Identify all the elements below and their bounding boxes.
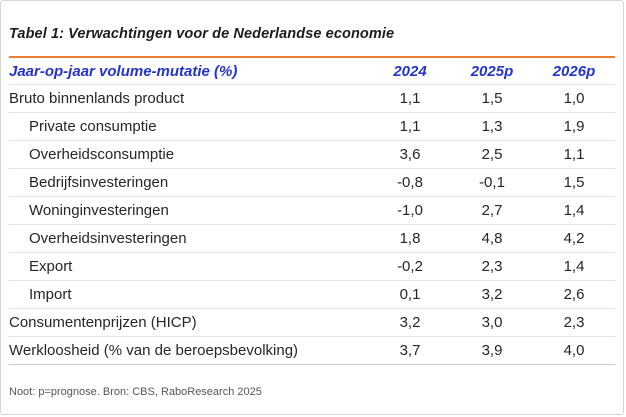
row-label: Private consumptie [29,118,157,135]
header-col-2024: 2024 [393,62,427,80]
row-value: 4,2 [563,230,585,247]
table-row: Import 0,1 3,2 2,6 [9,281,615,309]
row-value: 1,4 [563,258,585,275]
row-label: Bruto binnenlands product [9,90,185,107]
forecast-table: Jaar-op-jaar volume-mutatie (%) 2024 202… [9,56,615,365]
row-value: 1,5 [481,90,503,107]
table-row: Overheidsconsumptie 3,6 2,5 1,1 [9,141,615,169]
row-value: 2,7 [481,202,503,219]
row-label: Bedrijfsinvesteringen [29,174,169,191]
row-value: -1,0 [397,202,423,219]
row-label: Consumentenprijzen (HICP) [9,314,197,331]
row-value: 2,3 [481,258,503,275]
row-value: 2,6 [563,286,585,303]
row-value: 0,1 [399,286,421,303]
table-row: Woninginvesteringen -1,0 2,7 1,4 [9,197,615,225]
row-value: 1,1 [399,118,421,135]
row-value: -0,1 [479,174,505,191]
row-label: Overheidsconsumptie [29,146,175,163]
header-label-column: Jaar-op-jaar volume-mutatie (%) [9,62,238,80]
row-value: 4,8 [481,230,503,247]
row-value: 3,9 [481,342,503,359]
row-value: 1,4 [563,202,585,219]
row-value: 1,1 [563,146,585,163]
row-label: Overheidsinvesteringen [29,230,187,247]
row-value: 1,1 [399,90,421,107]
row-value: 1,0 [563,90,585,107]
row-value: 3,2 [399,314,421,331]
table-title: Tabel 1: Verwachtingen voor de Nederland… [9,26,395,42]
table-body: Bruto binnenlands product 1,1 1,5 1,0 Pr… [9,85,615,365]
table-row: Private consumptie 1,1 1,3 1,9 [9,113,615,141]
row-label: Export [29,258,73,275]
header-col-2026p: 2026p [552,62,596,80]
table-row: Export -0,2 2,3 1,4 [9,253,615,281]
source-footnote: Noot: p=prognose. Bron: CBS, RaboResearc… [9,386,262,398]
row-value: 4,0 [563,342,585,359]
row-value: -0,2 [397,258,423,275]
row-value: 3,0 [481,314,503,331]
table-row: Overheidsinvesteringen 1,8 4,8 4,2 [9,225,615,253]
row-value: 1,3 [481,118,503,135]
row-value: 2,5 [481,146,503,163]
table-row: Consumentenprijzen (HICP) 3,2 3,0 2,3 [9,309,615,337]
row-label: Woninginvesteringen [29,202,169,219]
row-value: 2,3 [563,314,585,331]
row-label: Werkloosheid (% van de beroepsbevolking) [9,342,299,359]
header-col-2025p: 2025p [470,62,514,80]
figure-content: Tabel 1: Verwachtingen voor de Nederland… [1,1,623,398]
table-row: Werkloosheid (% van de beroepsbevolking)… [9,337,615,365]
row-value: 1,5 [563,174,585,191]
table-row: Bruto binnenlands product 1,1 1,5 1,0 [9,85,615,113]
row-value: 1,9 [563,118,585,135]
row-value: -0,8 [397,174,423,191]
row-value: 1,8 [399,230,421,247]
row-value: 3,6 [399,146,421,163]
row-label: Import [29,286,72,303]
row-value: 3,2 [481,286,503,303]
table-header-row: Jaar-op-jaar volume-mutatie (%) 2024 202… [9,56,615,85]
table-row: Bedrijfsinvesteringen -0,8 -0,1 1,5 [9,169,615,197]
row-value: 3,7 [399,342,421,359]
